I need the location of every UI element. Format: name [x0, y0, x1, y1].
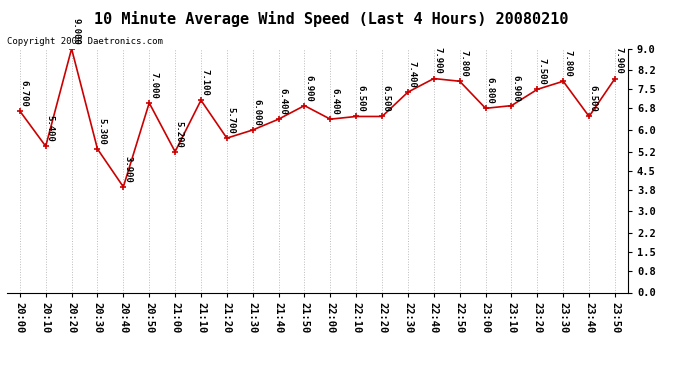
Text: 5.700: 5.700 — [226, 107, 235, 134]
Text: 6.700: 6.700 — [19, 80, 28, 107]
Text: 7.800: 7.800 — [563, 50, 572, 77]
Text: 7.400: 7.400 — [408, 61, 417, 88]
Text: 7.900: 7.900 — [615, 48, 624, 74]
Text: 6.500: 6.500 — [589, 86, 598, 112]
Text: 6.500: 6.500 — [382, 86, 391, 112]
Text: 6.400: 6.400 — [278, 88, 287, 115]
Text: 3.900: 3.900 — [123, 156, 132, 183]
Text: 5.300: 5.300 — [97, 118, 106, 145]
Text: 6.900: 6.900 — [304, 75, 313, 102]
Text: 7.900: 7.900 — [433, 48, 442, 74]
Text: 6.900: 6.900 — [511, 75, 520, 102]
Text: 6.000: 6.000 — [253, 99, 262, 126]
Text: 5.200: 5.200 — [175, 121, 184, 147]
Text: 6.800: 6.800 — [485, 77, 494, 104]
Text: 10 Minute Average Wind Speed (Last 4 Hours) 20080210: 10 Minute Average Wind Speed (Last 4 Hou… — [94, 11, 569, 27]
Text: 7.500: 7.500 — [537, 58, 546, 85]
Text: Copyright 2008 Daetronics.com: Copyright 2008 Daetronics.com — [7, 38, 163, 46]
Text: 5.400: 5.400 — [46, 115, 55, 142]
Text: 7.000: 7.000 — [149, 72, 158, 99]
Text: 9.000: 9.000 — [71, 18, 80, 45]
Text: 7.800: 7.800 — [460, 50, 469, 77]
Text: 6.400: 6.400 — [330, 88, 339, 115]
Text: 7.100: 7.100 — [201, 69, 210, 96]
Text: 6.500: 6.500 — [356, 86, 365, 112]
